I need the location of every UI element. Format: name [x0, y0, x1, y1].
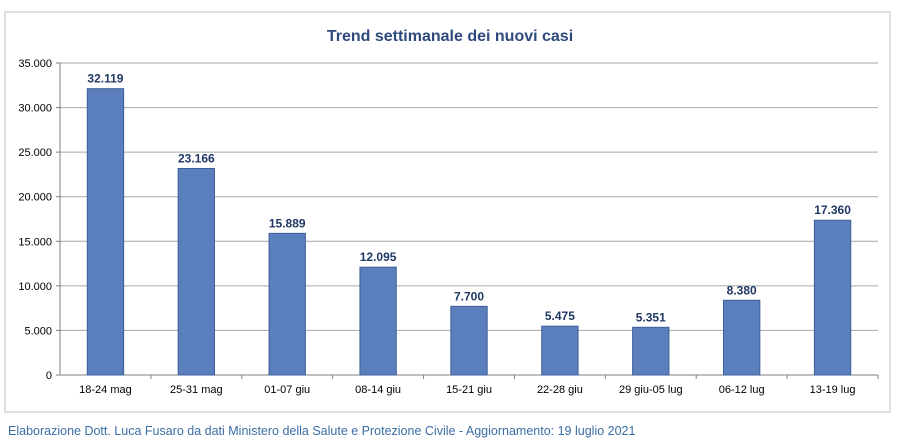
data-label: 5.351: [636, 310, 666, 324]
bar: [177, 167, 216, 376]
x-tick-label: 18-24 mag: [79, 384, 132, 396]
bar: [359, 266, 397, 376]
x-tick-label: 13-19 lug: [810, 384, 856, 396]
data-label: 15.889: [269, 216, 306, 230]
bar: [813, 219, 852, 376]
bar: [722, 299, 761, 376]
data-label: 32.119: [87, 72, 123, 86]
y-tick-label: 5.000: [24, 325, 52, 337]
data-label: 17.360: [814, 203, 851, 217]
x-tick-label: 08-14 giu: [355, 384, 401, 396]
data-label: 8.380: [727, 283, 757, 297]
chart-frame: 0 5.000 10.000 15.000 20.000 25.000 30.000 35.0…: [4, 11, 891, 413]
y-tick-label: 30.000: [18, 103, 52, 115]
bar: [541, 325, 579, 376]
x-tick-label: 15-21 giu: [446, 384, 492, 396]
y-tick-label: 15.000: [18, 236, 52, 248]
y-tick-label: 0: [46, 370, 52, 382]
y-tick-label: 10.000: [18, 281, 52, 293]
y-tick-label: 25.000: [18, 147, 52, 159]
bar-chart: 0 5.000 10.000 15.000 20.000 25.000 30.000 35.0…: [4, 11, 891, 413]
y-tick-label: 20.000: [18, 192, 52, 204]
footer-caption: Elaborazione Dott. Luca Fusaro da dati M…: [8, 424, 636, 438]
x-tick-label: 25-31 mag: [170, 384, 223, 396]
x-tick-label: 22-28 giu: [537, 384, 583, 396]
labels: 0 5.000 10.000 15.000 20.000 25.000 30.000 35.0…: [18, 58, 855, 396]
x-tick-label: 01-07 giu: [264, 384, 310, 396]
chart-title: Trend settimanale dei nuovi casi: [326, 28, 574, 45]
bar: [86, 88, 125, 376]
data-label: 12.095: [360, 250, 397, 264]
bar: [450, 305, 488, 376]
data-label: 5.475: [545, 309, 575, 323]
x-tick-label: 29 giu-05 lug: [619, 384, 683, 396]
bar: [632, 326, 670, 376]
bar: [268, 232, 306, 376]
bars: [86, 88, 852, 376]
y-tick-label: 35.000: [18, 58, 52, 70]
data-label: 7.700: [454, 289, 484, 303]
x-tick-label: 06-12 lug: [719, 384, 765, 396]
data-label: 23.166: [178, 151, 215, 165]
